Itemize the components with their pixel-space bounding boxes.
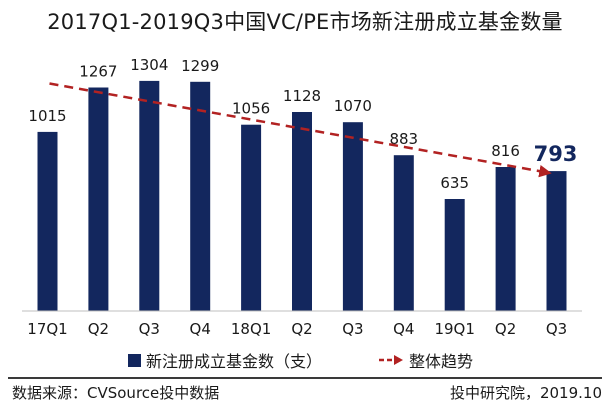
tick-label-10: Q3 bbox=[546, 320, 567, 338]
bar-6 bbox=[342, 122, 363, 311]
bar-3 bbox=[190, 81, 211, 311]
bar-2 bbox=[139, 80, 160, 312]
legend-trend-label: 整体趋势 bbox=[409, 352, 474, 371]
tick-label-5: Q2 bbox=[291, 320, 312, 338]
value-label-9: 816 bbox=[491, 142, 520, 160]
tick-label-0: 17Q1 bbox=[27, 320, 67, 338]
bar-5 bbox=[292, 112, 312, 311]
bar-10 bbox=[546, 171, 567, 311]
bar-7 bbox=[393, 155, 414, 311]
trend-line bbox=[49, 82, 552, 178]
tick-label-3: Q4 bbox=[190, 320, 211, 338]
value-label-4: 1056 bbox=[232, 100, 270, 118]
tick-label-6: Q3 bbox=[342, 320, 363, 338]
tick-label-1: Q2 bbox=[88, 320, 109, 338]
footer-divider bbox=[8, 377, 602, 379]
legend: 新注册成立基金数（支） 整体趋势 bbox=[128, 350, 474, 371]
value-label-8: 635 bbox=[440, 174, 469, 192]
credit-note: 投中研究院，2019.10 bbox=[449, 384, 602, 402]
bar-9 bbox=[495, 167, 516, 311]
tick-label-8: 19Q1 bbox=[434, 320, 474, 338]
legend-bar-swatch bbox=[128, 353, 141, 367]
tick-label-7: Q4 bbox=[393, 320, 414, 338]
bar-1 bbox=[88, 87, 109, 311]
value-label-10: 793 bbox=[534, 142, 578, 166]
chart-title: 2017Q1-2019Q3中国VC/PE市场新注册成立基金数量 bbox=[47, 10, 563, 34]
source-note: 数据来源：CVSource投中数据 bbox=[12, 384, 220, 402]
bar-4 bbox=[241, 124, 262, 311]
value-label-7: 883 bbox=[389, 130, 418, 148]
bar-8 bbox=[444, 199, 465, 311]
value-label-2: 1304 bbox=[130, 56, 168, 74]
legend-bar-label: 新注册成立基金数（支） bbox=[146, 352, 323, 371]
value-label-0: 1015 bbox=[28, 107, 66, 125]
legend-trend-swatch bbox=[379, 355, 404, 365]
tick-label-4: 18Q1 bbox=[231, 320, 271, 338]
bar-0 bbox=[37, 131, 58, 311]
value-label-5: 1128 bbox=[283, 87, 321, 105]
value-label-1: 1267 bbox=[79, 63, 117, 81]
tick-label-2: Q3 bbox=[139, 320, 160, 338]
value-label-3: 1299 bbox=[181, 57, 219, 75]
value-label-6: 1070 bbox=[334, 97, 372, 115]
tick-label-9: Q2 bbox=[495, 320, 516, 338]
